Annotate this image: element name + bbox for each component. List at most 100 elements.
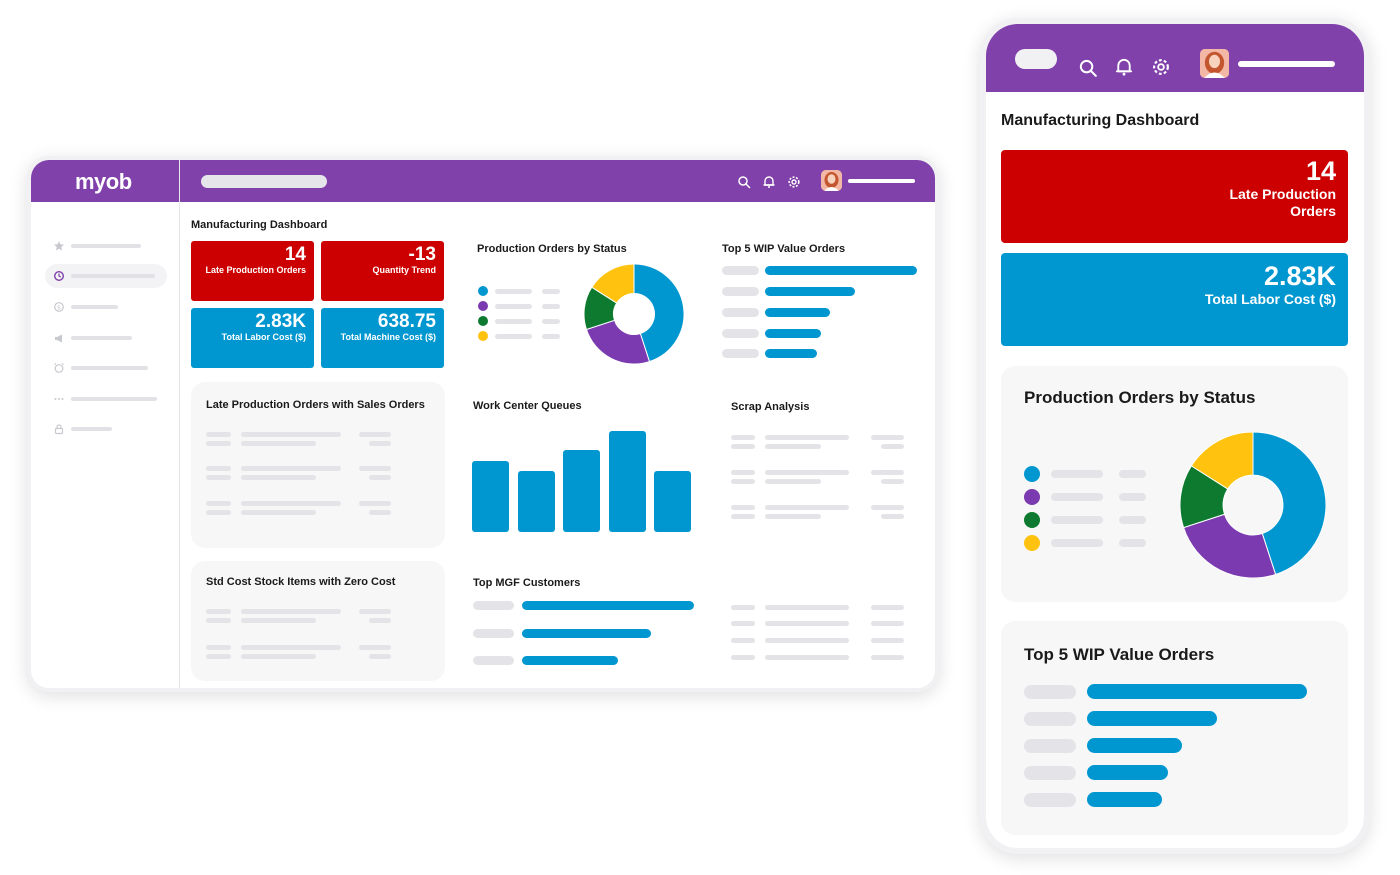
donut-chart <box>1180 432 1326 578</box>
bar[interactable] <box>472 460 509 532</box>
table-cell <box>731 621 755 626</box>
legend-dot <box>478 331 488 341</box>
bar[interactable] <box>563 450 600 532</box>
table-cell <box>369 510 391 515</box>
legend-value <box>1119 516 1146 524</box>
sidebar-item-security[interactable] <box>45 417 167 441</box>
bar[interactable] <box>517 470 555 532</box>
sidebar-item-marketing[interactable] <box>45 326 167 350</box>
sidebar-item-label <box>71 366 148 370</box>
search-bar[interactable] <box>201 175 327 188</box>
myob-logo[interactable]: myob <box>75 169 132 194</box>
legend-dot <box>478 286 488 296</box>
sidebar-item-recent[interactable] <box>45 264 167 288</box>
bar[interactable] <box>765 266 917 275</box>
bar[interactable] <box>765 349 817 358</box>
sidebar-item-label <box>71 427 112 431</box>
table-cell <box>241 466 341 471</box>
donut-slice-yellow[interactable] <box>591 264 635 304</box>
table-cell <box>871 638 904 643</box>
table-cell <box>206 609 231 614</box>
table-cell <box>871 505 904 510</box>
legend-label <box>495 334 532 339</box>
bar-label <box>1024 739 1076 753</box>
bar[interactable] <box>522 601 694 610</box>
legend-label <box>495 289 532 294</box>
gear-icon[interactable] <box>787 175 801 189</box>
sidebar-item-more[interactable] <box>45 387 167 411</box>
kpi-late-production-orders[interactable]: 14 Late Production Orders <box>1001 150 1348 243</box>
bar[interactable] <box>654 470 691 532</box>
gear-icon[interactable] <box>1151 57 1171 77</box>
star-icon <box>54 241 64 251</box>
avatar[interactable] <box>821 170 842 191</box>
table-cell <box>765 444 821 449</box>
table-cell <box>731 514 755 519</box>
kpi-total-labor-cost[interactable]: 2.83K Total Labor Cost ($) <box>1001 253 1348 346</box>
sidebar-item-favorites[interactable] <box>45 234 167 258</box>
bar[interactable] <box>765 308 831 317</box>
kpi-label: Late Production Orders <box>205 265 306 275</box>
table-cell <box>206 654 231 659</box>
donut-slice-blue[interactable] <box>633 264 684 363</box>
bar[interactable] <box>522 629 651 638</box>
kpi-late-production-orders[interactable]: 14 Late Production Orders <box>191 241 314 301</box>
donut-slice-yellow[interactable] <box>1190 432 1254 490</box>
bar[interactable] <box>765 287 855 296</box>
sidebar-item-sales[interactable]: $ <box>45 295 167 319</box>
table-cell <box>731 655 755 660</box>
table-cell <box>369 475 391 480</box>
table-cell <box>359 645 391 650</box>
page-title: Manufacturing Dashboard <box>191 219 328 231</box>
search-icon[interactable] <box>737 175 751 189</box>
kpi-quantity-trend[interactable]: -13 Quantity Trend <box>321 241 444 301</box>
bar[interactable] <box>608 430 646 532</box>
kpi-label: Total Labor Cost ($) <box>1204 291 1336 307</box>
sidebar-item-label <box>71 274 155 278</box>
table-cell <box>881 444 904 449</box>
bar[interactable] <box>1087 792 1162 807</box>
bar[interactable] <box>522 656 619 665</box>
sidebar-item-reminders[interactable] <box>45 356 167 380</box>
table-cell <box>241 441 316 446</box>
bell-icon[interactable] <box>1114 57 1134 77</box>
bar[interactable] <box>1087 765 1169 780</box>
bar-label <box>1024 793 1076 807</box>
bar[interactable] <box>1087 738 1182 753</box>
card-late-production-orders-with-sales-orders[interactable]: Late Production Orders with Sales Orders <box>191 382 445 548</box>
mobile-dashboard-frame: Manufacturing Dashboard 14 Late Producti… <box>980 18 1370 854</box>
table-cell <box>206 432 231 437</box>
bar-label <box>1024 712 1076 726</box>
kpi-total-machine-cost[interactable]: 638.75 Total Machine Cost ($) <box>321 308 444 368</box>
avatar[interactable] <box>1200 49 1229 78</box>
card-top-5-wip-value-orders[interactable]: Top 5 WIP Value Orders <box>1001 621 1348 835</box>
card-title: Production Orders by Status <box>477 243 627 255</box>
table-cell <box>359 466 391 471</box>
menu-pill[interactable] <box>1015 49 1057 69</box>
donut-slice-purple[interactable] <box>1182 513 1277 578</box>
donut-slice-purple[interactable] <box>585 319 651 364</box>
sidebar-item-label <box>71 305 118 309</box>
card-std-cost-stock-items-with-zero-cost[interactable]: Std Cost Stock Items with Zero Cost <box>191 561 445 681</box>
bar[interactable] <box>765 329 822 338</box>
card-title: Top 5 WIP Value Orders <box>722 243 846 255</box>
table-cell <box>765 514 821 519</box>
card-production-orders-by-status[interactable]: Production Orders by Status <box>1001 366 1348 602</box>
kpi-value: -13 <box>408 244 436 265</box>
kpi-label: Late Production <box>1229 186 1336 202</box>
kpi-total-labor-cost[interactable]: 2.83K Total Labor Cost ($) <box>191 308 314 368</box>
bar-label <box>1024 766 1076 780</box>
donut-slice-blue[interactable] <box>1252 432 1326 576</box>
table-cell <box>369 618 391 623</box>
table-cell <box>765 479 821 484</box>
bar-label <box>473 601 514 610</box>
table-cell <box>871 605 904 610</box>
bar[interactable] <box>1087 684 1307 699</box>
search-icon[interactable] <box>1078 58 1098 78</box>
table-cell <box>731 479 755 484</box>
legend-dot <box>1024 489 1040 505</box>
bar[interactable] <box>1087 711 1217 726</box>
table-cell <box>871 435 904 440</box>
table-cell <box>241 432 341 437</box>
bell-icon[interactable] <box>762 175 776 189</box>
